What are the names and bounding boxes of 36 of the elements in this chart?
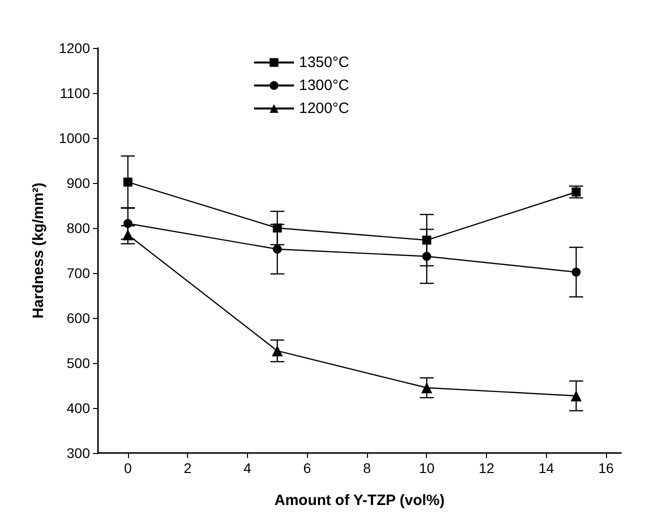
y-tick-label: 900 bbox=[66, 175, 90, 191]
x-tick-label: 12 bbox=[478, 460, 495, 476]
legend-label: 1300°C bbox=[299, 77, 350, 94]
x-tick-label: 0 bbox=[124, 460, 132, 476]
point bbox=[123, 178, 132, 187]
point bbox=[272, 244, 282, 254]
legend-label: 1200°C bbox=[299, 100, 350, 117]
y-tick-label: 300 bbox=[66, 445, 90, 461]
point bbox=[122, 229, 134, 240]
point bbox=[421, 382, 432, 394]
x-tick-label: 6 bbox=[303, 460, 312, 476]
point bbox=[572, 268, 581, 277]
point bbox=[570, 390, 582, 402]
point bbox=[272, 224, 282, 232]
y-tick-label: 600 bbox=[66, 310, 90, 326]
y-tick-label: 800 bbox=[66, 220, 90, 236]
y-tick-label: 400 bbox=[66, 400, 90, 416]
x-tick-label: 8 bbox=[363, 460, 372, 476]
x-tick-label: 2 bbox=[184, 460, 192, 476]
x-tick-label: 14 bbox=[538, 460, 554, 476]
x-tick-label: 10 bbox=[418, 460, 435, 476]
x-axis-title: Amount of Y-TZP (vol%) bbox=[274, 492, 445, 509]
x-tick-label: 4 bbox=[244, 460, 252, 476]
y-tick-label: 1200 bbox=[58, 40, 90, 56]
y-tick-label: 1100 bbox=[60, 85, 90, 101]
y-tick-label: 700 bbox=[66, 265, 90, 281]
point bbox=[422, 252, 432, 261]
point bbox=[123, 219, 132, 228]
y-tick-label: 1000 bbox=[58, 130, 90, 146]
point bbox=[272, 345, 283, 356]
x-tick-label: 16 bbox=[598, 460, 614, 476]
legend-label: 1350°C bbox=[299, 54, 350, 71]
point bbox=[572, 188, 581, 196]
point bbox=[422, 236, 432, 245]
y-tick-label: 500 bbox=[66, 355, 90, 371]
y-axis-title: Hardness (kg/mm²) bbox=[30, 182, 47, 318]
